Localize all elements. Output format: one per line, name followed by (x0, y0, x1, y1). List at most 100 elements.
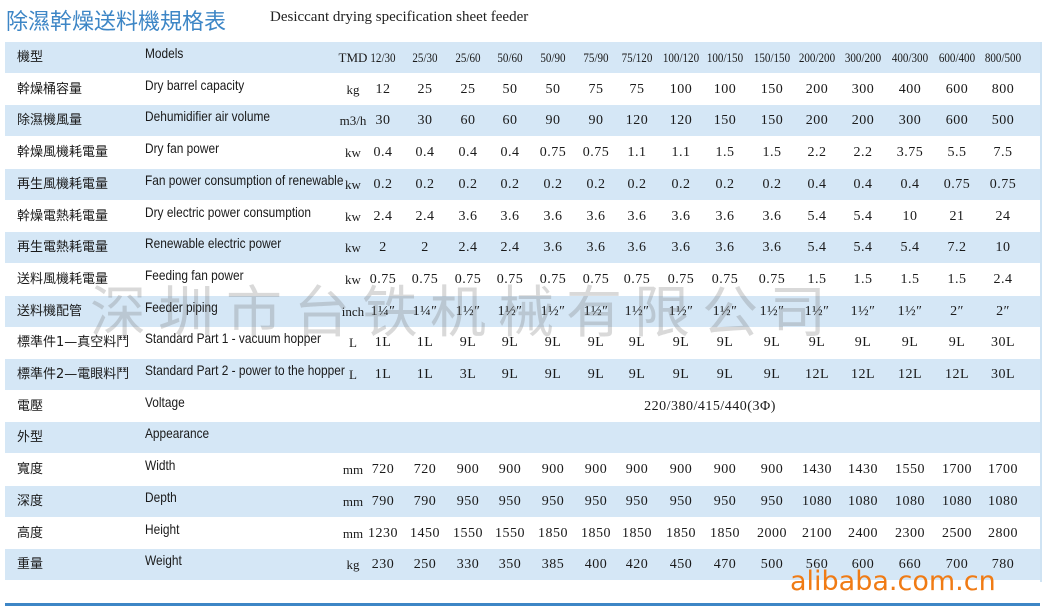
cell: 1½″ (583, 303, 609, 319)
cell: 10 (995, 240, 1011, 256)
cell: 900 (713, 462, 737, 478)
cell: 150 (760, 81, 784, 97)
model-header: 50/60 (497, 50, 523, 65)
table-row: 機型 Models TMD 12/30 25/30 25/60 50/60 50/90 75/9… (5, 42, 1040, 73)
cell: 9L (808, 335, 826, 351)
cell: 3.6 (762, 240, 782, 256)
cell: 0.75 (667, 271, 695, 287)
cell: 950 (456, 493, 480, 509)
unit: mm (342, 462, 364, 478)
cell: 50 (502, 81, 518, 97)
cell: 9L (763, 335, 781, 351)
cell: 9L (716, 335, 734, 351)
cell: 0.4 (900, 176, 920, 192)
unit: m3/h (339, 113, 367, 129)
unit: kw (345, 208, 361, 224)
cell: 200 (805, 113, 829, 129)
cell: 790 (371, 493, 395, 509)
table-row: 再生風機耗電量 Fan power consumption of renewabl… (5, 168, 1040, 200)
cell: 60 (502, 113, 518, 129)
cell: 3.6 (762, 208, 782, 224)
label-zh: 送料風機耗電量 (17, 271, 109, 287)
label-zh: 寬度 (17, 462, 44, 478)
label-zh: 幹燥電熱耗電量 (17, 208, 109, 224)
label-zh: 重量 (17, 557, 44, 573)
model-header: 75/90 (583, 50, 609, 65)
cell-span: 220/380/415/440(3Φ) (644, 398, 776, 414)
cell: 500 (760, 557, 784, 573)
cell: 0.4 (373, 145, 393, 161)
model-header: 100/150 (706, 50, 744, 65)
cell: 0.2 (500, 176, 520, 192)
cell: 12L (897, 367, 923, 382)
table-row: 送料機配管 Feeder piping inch 1¼″ 1¼″ 1½″ 1½″ 1½″ 1½″… (5, 295, 1040, 327)
cell: 1550 (453, 525, 483, 541)
cell: 470 (713, 557, 737, 573)
cell: 1.5 (762, 145, 782, 161)
cell: 1430 (802, 462, 832, 478)
cell: 0.2 (415, 176, 435, 192)
cell: 120 (669, 113, 693, 129)
cell: 1080 (802, 493, 832, 509)
table-row: 標準件1—真空料鬥 Standard Part 1 - vacuum hopper… (5, 327, 1040, 358)
cell: 2″ (950, 303, 964, 319)
label-zh: 再生風機耗電量 (17, 176, 109, 192)
cell: 250 (413, 557, 437, 573)
unit: kg (346, 81, 360, 97)
cell: 3.6 (627, 240, 647, 256)
cell: 1.5 (900, 271, 920, 287)
cell: 1½″ (540, 303, 566, 319)
cell: 230 (371, 557, 395, 573)
cell: 600 (851, 557, 875, 573)
cell: 1½″ (712, 303, 738, 319)
cell: 1850 (622, 525, 652, 541)
cell: 0.75 (623, 271, 651, 287)
cell: 1½″ (624, 303, 650, 319)
label-en: Renewable electric power (145, 235, 282, 252)
cell: 9L (628, 335, 646, 351)
cell: 350 (498, 557, 522, 573)
cell: 12L (850, 367, 876, 382)
cell: 300 (898, 113, 922, 129)
cell: 900 (541, 462, 565, 478)
unit: kw (345, 271, 361, 287)
cell: 1.5 (853, 271, 873, 287)
cell: 2500 (942, 525, 972, 541)
cell: 90 (588, 113, 604, 129)
cell: 9L (672, 367, 690, 382)
cell: 30 (417, 113, 433, 129)
cell: 1850 (581, 525, 611, 541)
cell: 200 (851, 113, 875, 129)
cell: 3.6 (500, 208, 520, 224)
cell: 950 (498, 493, 522, 509)
label-zh: 高度 (17, 525, 44, 541)
table-row: 深度 Depth mm 790 790 950 950 950 950 950 950 950 950 1… (5, 485, 1040, 517)
table-row: 外型 Appearance (5, 422, 1040, 454)
model-header: 25/30 (412, 50, 438, 65)
model-header: 400/300 (891, 50, 929, 65)
label-zh: 深度 (17, 493, 44, 509)
cell: 1080 (942, 493, 972, 509)
cell: 75 (588, 81, 604, 97)
cell: 0.75 (369, 271, 397, 287)
cell: 0.75 (582, 145, 610, 161)
cell: 950 (541, 493, 565, 509)
cell: 1½″ (497, 303, 523, 319)
cell: 800 (991, 81, 1015, 97)
label-en: Dry barrel capacity (145, 76, 245, 93)
cell: 790 (413, 493, 437, 509)
cell: 1½″ (759, 303, 785, 319)
label-zh: 電壓 (17, 398, 44, 414)
cell: 12L (804, 367, 830, 382)
unit: mm (342, 525, 364, 541)
cell: 3.6 (586, 208, 606, 224)
cell: 600 (945, 113, 969, 129)
cell: 1½″ (804, 303, 830, 319)
cell: 5.4 (853, 240, 873, 256)
cell: 9L (501, 335, 519, 351)
cell: 560 (805, 557, 829, 573)
cell: 9L (544, 367, 562, 382)
cell: 1850 (538, 525, 568, 541)
model-header: 75/120 (621, 50, 653, 65)
unit: L (349, 367, 357, 382)
